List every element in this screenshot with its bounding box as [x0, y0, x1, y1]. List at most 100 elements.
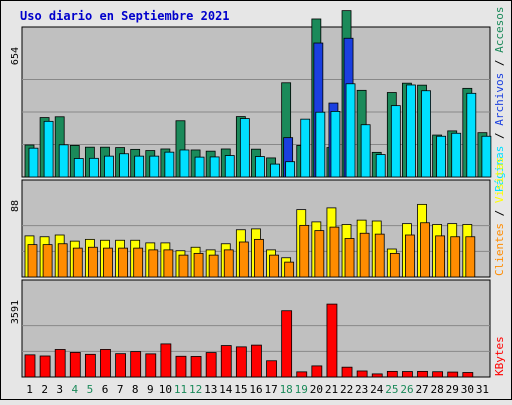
bar-kbytes-kbytes-23: [356, 370, 368, 378]
legend-kbytes: KBytes: [493, 336, 506, 376]
bar-hits-pginas-20: [315, 111, 326, 178]
bar-visits-clientes-25: [389, 252, 400, 278]
bar-hits-pginas-27: [421, 90, 431, 178]
x-tick-label-6: 6: [102, 383, 109, 396]
legend-visits-part: /: [493, 203, 506, 223]
bar-hits-pginas-2: [43, 120, 54, 178]
bar-hits-pginas-7: [119, 153, 129, 178]
bar-hits-pginas-3: [58, 144, 69, 178]
x-tick-label-3: 3: [56, 383, 63, 396]
bar-visits-clientes-12: [193, 252, 204, 278]
bar-kbytes-kbytes-2: [39, 355, 51, 378]
x-tick-label-8: 8: [132, 383, 139, 396]
x-tick-label-28: 28: [431, 383, 444, 396]
x-tick-label-30: 30: [461, 383, 474, 396]
x-tick-label-26: 26: [400, 383, 413, 396]
bar-visits-clientes-15: [238, 241, 249, 278]
bar-visits-clientes-18: [284, 261, 295, 278]
bar-hits-pginas-6: [104, 155, 114, 178]
bar-hits-pginas-14: [224, 155, 235, 178]
legend-hits-part: Páginas: [493, 146, 506, 192]
bar-kbytes-kbytes-15: [235, 346, 247, 378]
bar-visits-clientes-28: [435, 235, 446, 278]
bar-visits-clientes-7: [118, 247, 128, 278]
bar-hits-pginas-13: [209, 156, 220, 178]
bar-hits-pginas-15: [239, 118, 250, 178]
bar-kbytes-kbytes-5: [84, 353, 96, 378]
bar-kbytes-kbytes-21: [326, 303, 338, 378]
x-tick-label-19: 19: [295, 383, 308, 396]
x-tick-label-15: 15: [234, 383, 247, 396]
x-tick-label-20: 20: [310, 383, 323, 396]
ymax-label-kbytes: 3591: [10, 300, 21, 324]
bar-kbytes-kbytes-24: [371, 373, 383, 378]
bar-hits-pginas-19: [300, 118, 311, 178]
x-tick-label-31: 31: [476, 383, 489, 396]
x-tick-label-23: 23: [355, 383, 368, 396]
bar-kbytes-kbytes-9: [145, 353, 157, 378]
bar-visits-clientes-30: [465, 236, 476, 278]
bar-visits-clientes-23: [359, 232, 370, 278]
bar-visits-clientes-10: [163, 249, 174, 278]
bar-hits-pginas-30: [466, 92, 477, 178]
x-tick-label-25: 25: [385, 383, 398, 396]
x-tick-label-13: 13: [204, 383, 217, 396]
bar-kbytes-kbytes-11: [175, 355, 187, 378]
bar-kbytes-kbytes-12: [190, 356, 202, 378]
x-tick-label-10: 10: [159, 383, 172, 396]
legend-hits-part: Archivos: [493, 73, 506, 126]
bar-visits-clientes-13: [208, 254, 219, 278]
bar-visits-clientes-5: [87, 246, 98, 278]
bar-visits-clientes-24: [374, 233, 385, 278]
bar-kbytes-kbytes-6: [100, 349, 111, 378]
bar-kbytes-kbytes-26: [402, 371, 413, 378]
bar-kbytes-kbytes-17: [266, 360, 277, 378]
bar-kbytes-kbytes-27: [417, 370, 428, 378]
bar-visits-clientes-26: [405, 234, 415, 278]
ymax-label-visits: 88: [10, 200, 21, 212]
bar-visits-clientes-9: [148, 249, 159, 278]
x-tick-label-5: 5: [87, 383, 94, 396]
bar-hits-pginas-1: [28, 147, 39, 178]
x-tick-label-14: 14: [219, 383, 233, 396]
bar-kbytes-kbytes-28: [432, 371, 444, 378]
bar-kbytes-kbytes-18: [281, 310, 293, 378]
bar-hits-pginas-22: [345, 83, 356, 178]
bar-visits-clientes-21: [329, 226, 340, 278]
bar-visits-clientes-6: [103, 247, 113, 278]
legend-visits-part: Visitas: [493, 157, 506, 203]
bar-hits-pginas-26: [406, 84, 416, 178]
x-tick-label-2: 2: [41, 383, 48, 396]
bar-kbytes-kbytes-10: [160, 343, 172, 378]
bar-hits-pginas-28: [436, 135, 447, 178]
bar-kbytes-kbytes-29: [447, 371, 459, 378]
x-tick-label-21: 21: [325, 383, 338, 396]
x-tick-label-12: 12: [189, 383, 202, 396]
bar-visits-clientes-27: [420, 222, 430, 278]
bar-hits-pginas-16: [255, 156, 265, 178]
bar-kbytes-kbytes-13: [205, 352, 217, 378]
bar-hits-pginas-12: [194, 156, 205, 178]
bar-visits-clientes-16: [254, 238, 264, 278]
bar-visits-clientes-29: [450, 236, 461, 278]
bar-kbytes-kbytes-7: [115, 353, 126, 378]
legend-hits-part: Accesos: [493, 7, 506, 53]
x-tick-label-16: 16: [249, 383, 262, 396]
x-tick-label-22: 22: [340, 383, 353, 396]
bar-hits-pginas-17: [270, 163, 280, 178]
x-tick-label-24: 24: [370, 383, 384, 396]
x-tick-label-7: 7: [117, 383, 124, 396]
legend-visits: Clientes / Visitas: [493, 157, 506, 276]
bar-visits-clientes-2: [42, 244, 53, 278]
bar-hits-pginas-18: [285, 161, 296, 178]
x-tick-label-9: 9: [147, 383, 154, 396]
x-tick-label-29: 29: [446, 383, 459, 396]
bar-hits-pginas-4: [73, 158, 84, 178]
bar-kbytes-kbytes-1: [24, 354, 36, 378]
legend-visits-part: Clientes: [493, 223, 506, 276]
legend-hits-part: /: [493, 53, 506, 73]
bar-visits-clientes-22: [344, 238, 355, 278]
bar-kbytes-kbytes-19: [296, 371, 308, 378]
bar-hits-pginas-8: [134, 155, 145, 178]
